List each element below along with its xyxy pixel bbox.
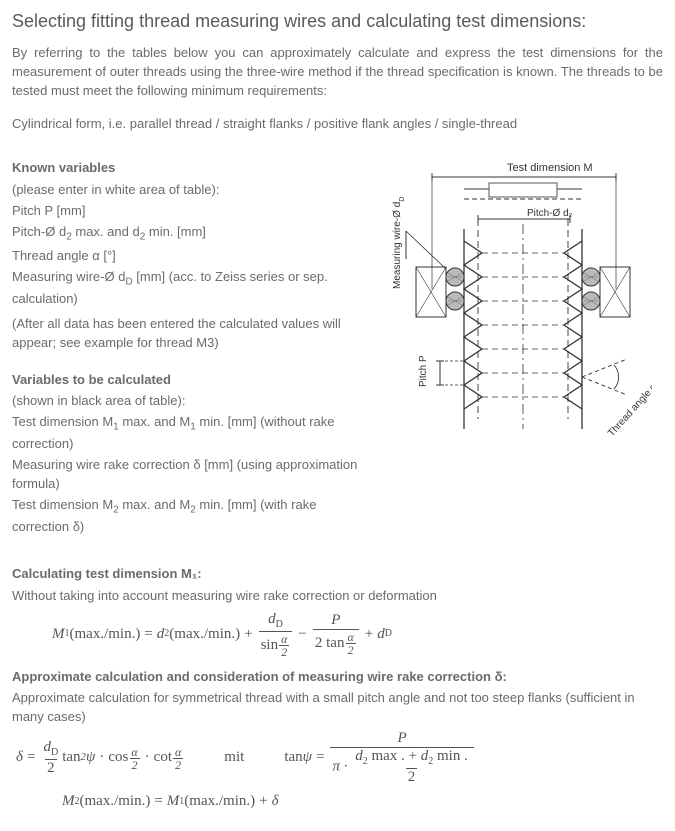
- known-line-pitch: Pitch P [mm]: [12, 202, 372, 221]
- formula-m2: M2(max./min.) = M1(max./min.) + δ: [12, 791, 663, 813]
- diagram-label-test-dim: Test dimension M: [507, 162, 593, 174]
- label-mit: mit: [224, 747, 244, 769]
- diagram-label-meas-wire: Measuring wire-Ø d: [392, 202, 403, 289]
- known-variables-block: Known variables (please enter in white a…: [12, 159, 372, 538]
- diagram-label-thread-angle: Thread angle α: [606, 382, 652, 440]
- delta-heading: Approximate calculation and consideratio…: [12, 668, 663, 687]
- intro-paragraph-1: By referring to the tables below you can…: [12, 44, 663, 101]
- svg-text:Measuring wire-Ø dD: Measuring wire-Ø dD: [392, 197, 406, 289]
- known-heading: Known variables: [12, 159, 372, 178]
- m1-sub: Without taking into account measuring wi…: [12, 587, 663, 606]
- formula-delta-row: δ= dD 2 tan2 ψ · cosα2 · cotα2 mit tanψ …: [12, 731, 663, 785]
- known-note: (please enter in white area of table):: [12, 181, 372, 200]
- calcvars-heading: Variables to be calculated: [12, 371, 372, 390]
- intro-paragraph-2: Cylindrical form, i.e. parallel thread /…: [12, 115, 663, 134]
- calcvars-line-delta: Measuring wire rake correction δ [mm] (u…: [12, 456, 372, 494]
- known-line-wire: Measuring wire-Ø dD [mm] (acc. to Zeiss …: [12, 268, 372, 309]
- page-title: Selecting fitting thread measuring wires…: [12, 8, 663, 34]
- formula-delta: δ= dD 2 tan2 ψ · cosα2 · cotα2: [16, 740, 184, 776]
- known-line-after: (After all data has been entered the cal…: [12, 315, 372, 353]
- known-line-angle: Thread angle α [°]: [12, 247, 372, 266]
- m1-heading: Calculating test dimension M₁:: [12, 565, 663, 584]
- known-line-pitch-d2: Pitch-Ø d2 max. and d2 min. [mm]: [12, 223, 372, 245]
- formula-m1: M1(max./min.) = d2(max./min.) + dD sinα2…: [12, 612, 663, 658]
- calcvars-line-m1: Test dimension M1 max. and M1 min. [mm] …: [12, 413, 372, 454]
- diagram-label-pitch-p: Pitch P: [418, 355, 429, 387]
- thread-diagram: Test dimension M Nominal-Ø Pitch-Ø d₂: [382, 159, 652, 465]
- formula-tanpsi: tanψ = P π · d2 max . + d2 min . 2: [284, 731, 476, 785]
- delta-sub: Approximate calculation for symmetrical …: [12, 689, 663, 727]
- diagram-label-pitch-d2: Pitch-Ø d₂: [527, 208, 573, 219]
- calcvars-note: (shown in black area of table):: [12, 392, 372, 411]
- calcvars-line-m2: Test dimension M2 max. and M2 min. [mm] …: [12, 496, 372, 537]
